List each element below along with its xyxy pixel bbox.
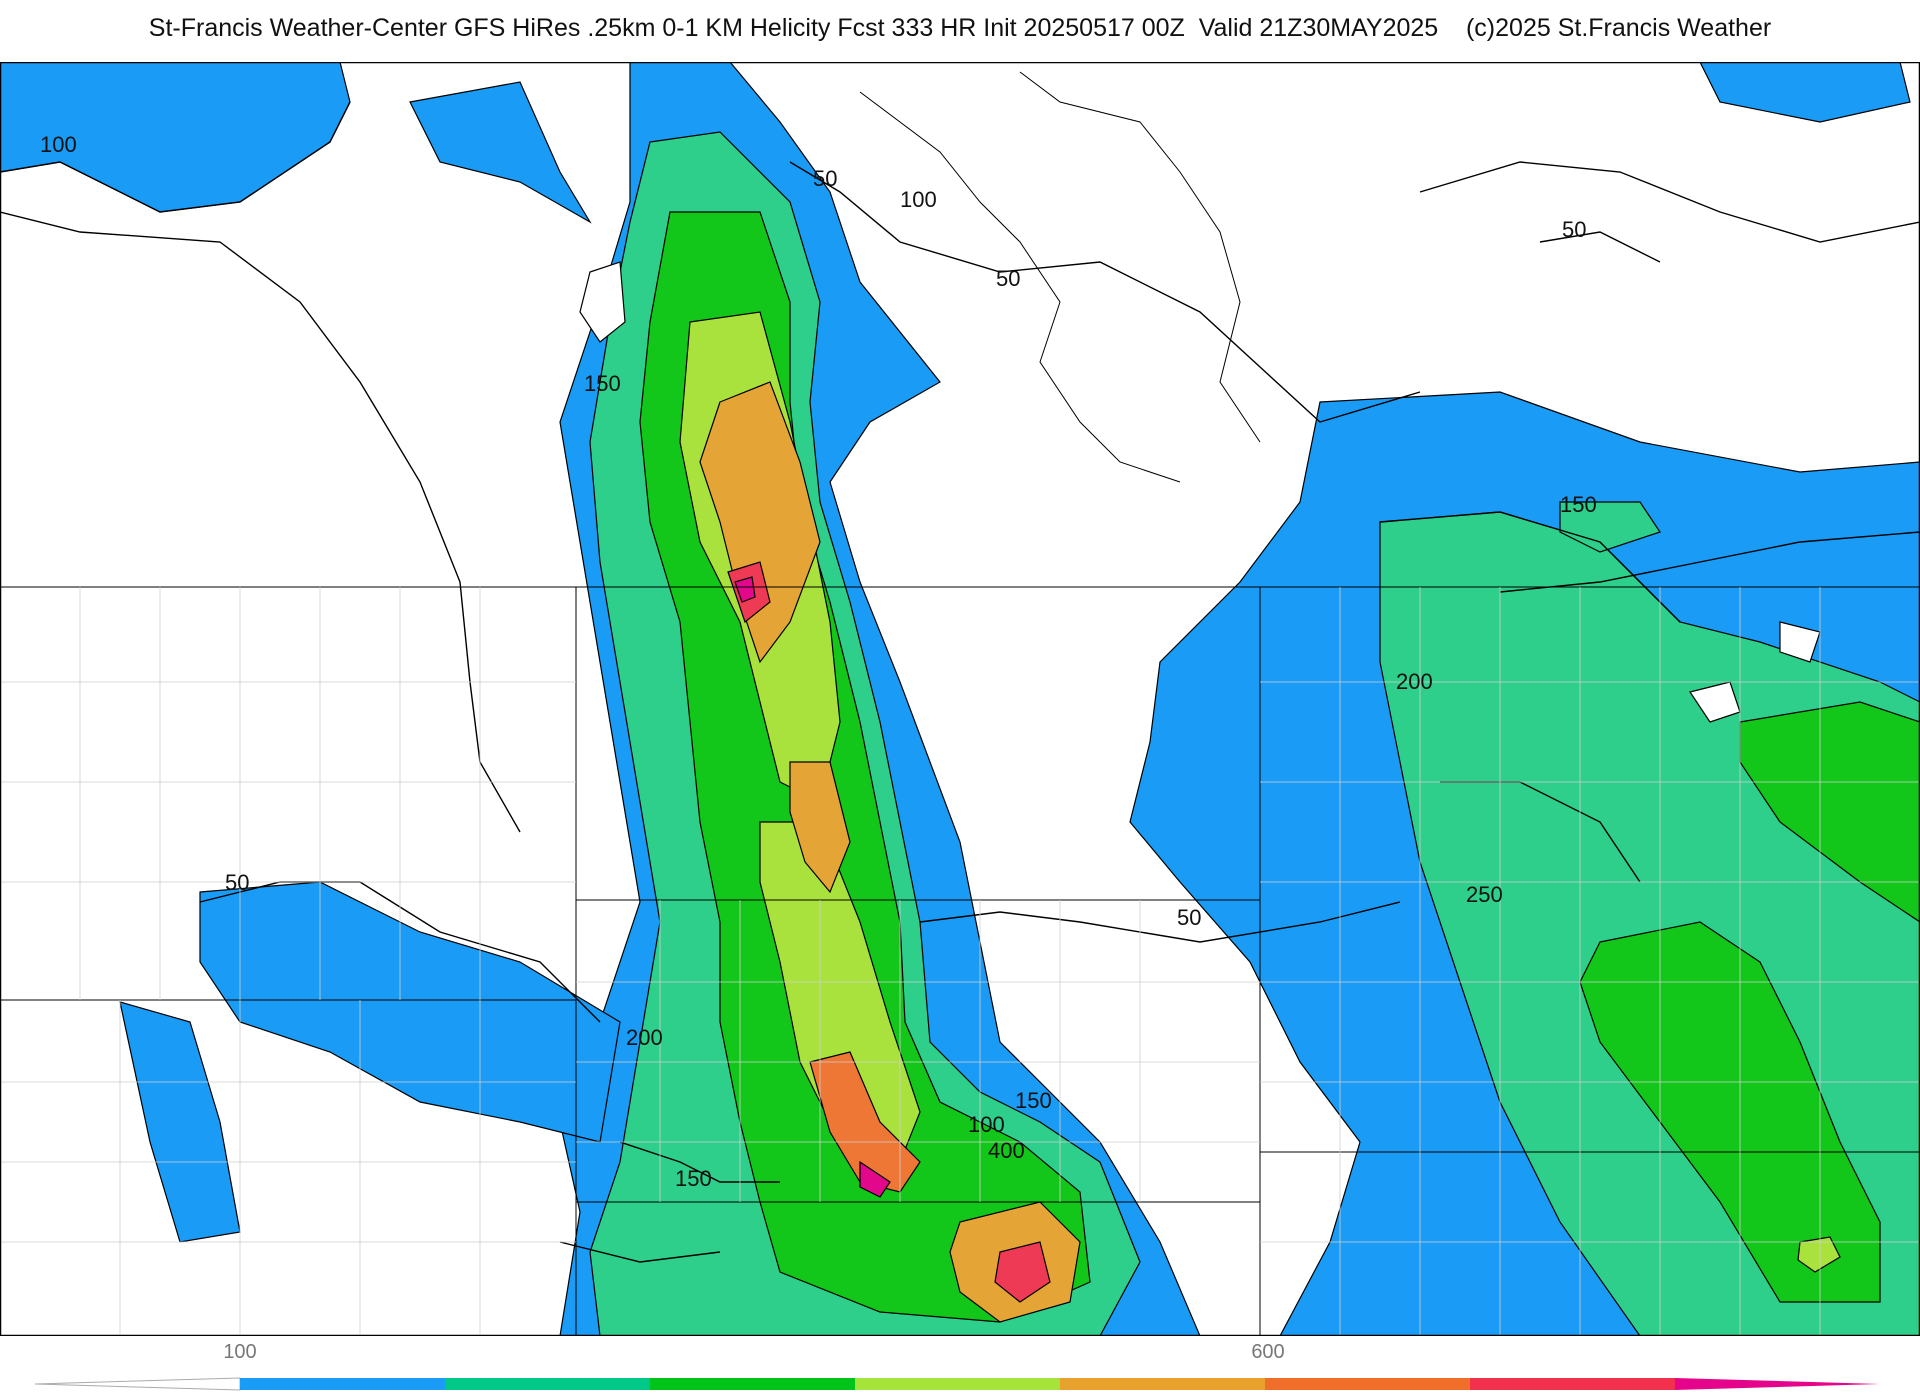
coastline (859, 91, 1181, 483)
hole-central-1 (579, 261, 626, 343)
county-line (1339, 587, 1821, 1336)
orange-core-south (809, 1051, 921, 1193)
county-line (1260, 681, 1920, 1243)
contour-line (1379, 511, 1681, 623)
contour-label: 50 (1562, 217, 1586, 242)
contour-line (0, 101, 351, 213)
orange-core-mid (789, 761, 851, 894)
colorbar-segment (650, 1378, 855, 1390)
contour-line (1539, 231, 1661, 263)
county-lines (0, 587, 1920, 1336)
contour-label: 100 (40, 132, 77, 157)
colorbar-under-wedge (34, 1377, 241, 1391)
county-line (576, 981, 1260, 1143)
colorbar-segments (34, 1377, 1880, 1391)
county-line (0, 681, 576, 883)
red-core-southeast (994, 1241, 1051, 1303)
contour-label: 200 (626, 1025, 663, 1050)
colorbar-segment (240, 1378, 445, 1390)
contour-line (559, 1241, 721, 1263)
contour-label: 400 (988, 1138, 1025, 1163)
blue-region-southwest (199, 881, 621, 1143)
county-line (79, 587, 481, 1000)
lime-spot-southeast (1797, 1236, 1841, 1273)
contour-label: 100 (900, 187, 937, 212)
contour-label: 150 (584, 371, 621, 396)
county-line (659, 900, 1141, 1202)
green-region-southeast (1579, 921, 1881, 1303)
colorbar-segment (445, 1378, 650, 1390)
contour-label: 200 (1396, 669, 1433, 694)
colorbar-segment (1470, 1378, 1675, 1390)
blue-region-northeast-top (1699, 62, 1911, 123)
colorbar-segment (1675, 1378, 1880, 1390)
contour-label: 150 (1560, 492, 1597, 517)
colorbar-tick-label: 100 (223, 1341, 256, 1363)
contour-label: 150 (675, 1166, 712, 1191)
coastline (1019, 71, 1261, 443)
contour-label: 50 (225, 870, 249, 895)
colorbar-segment (855, 1378, 1060, 1390)
colorbar-segment (1265, 1378, 1470, 1390)
contour-line (0, 211, 521, 833)
contour-label: 50 (1177, 905, 1201, 930)
contour-line (789, 161, 1421, 423)
contour-label: 150 (1015, 1088, 1052, 1113)
colorbar-segment (1060, 1378, 1265, 1390)
contour-label: 50 (996, 266, 1020, 291)
contour-label: 250 (1466, 882, 1503, 907)
contour-label: 100 (968, 1112, 1005, 1137)
contour-line (619, 1141, 780, 1183)
hole-east-2 (1779, 621, 1821, 663)
teal-region-northeast (1559, 501, 1661, 553)
colorbar-tick-label: 600 (1251, 1341, 1284, 1363)
contour-label: 50 (813, 166, 837, 191)
helicity-map: 100 50 100 50 150 50 150 200 250 50 50 2… (0, 62, 1920, 1336)
helicity-fill-layer (0, 62, 1920, 1336)
magenta-core-south (859, 1160, 891, 1198)
contour-label-layer: 100 50 100 50 150 50 150 200 250 50 50 2… (40, 132, 1597, 1191)
map-title: St-Francis Weather-Center GFS HiRes .25k… (148, 14, 1772, 42)
green-region-east-edge (1739, 701, 1920, 923)
blue-region-north-center (409, 81, 592, 224)
contour-line (1499, 531, 1920, 593)
color-legend: 100 600 (34, 1341, 1880, 1391)
county-line (0, 1000, 576, 1336)
contour-line (1419, 161, 1920, 243)
orange-core-north (699, 381, 821, 664)
magenta-core-north (734, 576, 756, 603)
